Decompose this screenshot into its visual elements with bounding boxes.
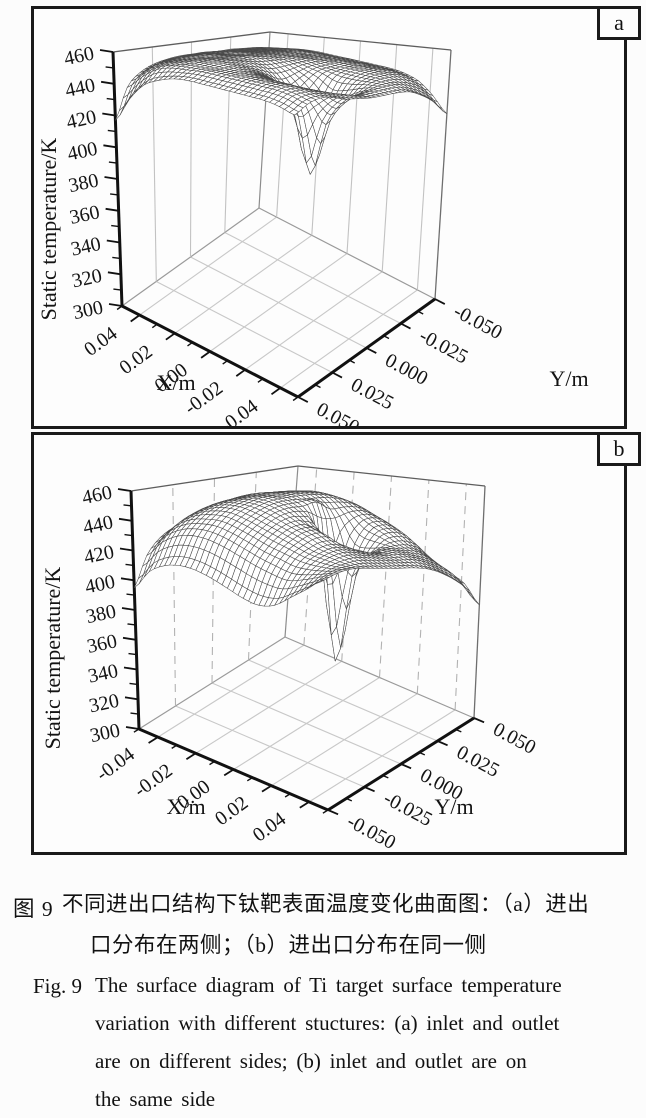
svg-text:Static temperature/K: Static temperature/K [36, 138, 61, 321]
svg-text:420: 420 [82, 541, 116, 569]
caption-en-line: variation with different stuctures: (a) … [95, 1011, 560, 1035]
svg-text:340: 340 [69, 233, 103, 261]
svg-text:0.025: 0.025 [347, 374, 397, 415]
svg-text:380: 380 [67, 169, 101, 197]
svg-text:Y/m: Y/m [549, 366, 588, 391]
svg-text:360: 360 [85, 630, 119, 658]
caption-en-line: are on different sides; (b) inlet and ou… [95, 1049, 527, 1073]
svg-text:X/m: X/m [156, 370, 195, 395]
svg-text:440: 440 [81, 511, 115, 539]
svg-text:X/m: X/m [166, 794, 205, 819]
caption-en-line: the same side [95, 1087, 216, 1111]
svg-text:300: 300 [88, 719, 122, 747]
svg-text:-0.04: -0.04 [92, 743, 139, 785]
svg-text:0.04: 0.04 [80, 322, 121, 360]
svg-text:-0.025: -0.025 [416, 325, 472, 369]
surface-plot-panel-a: 300 320 340 360 380 400 420 440 460 0.04 0.02 0.00-… [31, 6, 641, 429]
svg-text:-0.050: -0.050 [450, 300, 506, 344]
svg-text:0.000: 0.000 [381, 349, 431, 390]
svg-text:380: 380 [84, 600, 118, 628]
svg-text:0.04: 0.04 [249, 808, 290, 846]
svg-text:Y/m: Y/m [434, 794, 473, 819]
svg-text:320: 320 [87, 690, 121, 718]
svg-text:0.02: 0.02 [115, 341, 156, 379]
caption-en-line: The surface diagram of Ti target surface… [95, 973, 562, 997]
svg-text:460: 460 [62, 42, 96, 70]
svg-text:-0.04: -0.04 [216, 395, 263, 426]
panel-label-a: a [614, 10, 624, 35]
figure-caption: 图 9 不同进出口结构下钛靶表面温度变化曲面图：（a）进出 口分布在两侧；（b）… [0, 884, 646, 1118]
svg-text:460: 460 [80, 481, 114, 509]
svg-text:0.025: 0.025 [453, 741, 503, 782]
svg-text:300: 300 [71, 296, 105, 324]
svg-text:320: 320 [70, 265, 104, 293]
svg-text:360: 360 [68, 201, 102, 229]
svg-text:340: 340 [86, 660, 120, 688]
svg-text:Static temperature/K: Static temperature/K [40, 567, 65, 750]
caption-zh-line: 不同进出口结构下钛靶表面温度变化曲面图：（a）进出 [62, 892, 590, 916]
svg-text:0.050: 0.050 [489, 718, 539, 759]
svg-text:0.02: 0.02 [211, 792, 252, 830]
panel-label-box-b: b [597, 432, 641, 466]
caption-zh-number: 图 9 [13, 897, 54, 921]
panel-label-box-a: a [597, 6, 641, 40]
svg-text:0.050: 0.050 [313, 398, 363, 426]
svg-text:400: 400 [83, 571, 117, 599]
svg-text:440: 440 [63, 74, 97, 102]
svg-text:-0.050: -0.050 [343, 810, 399, 852]
caption-en-number: Fig. 9 [33, 974, 83, 998]
panel-label-b: b [613, 436, 625, 461]
caption-zh-line: 口分布在两侧；（b）进出口分布在同一侧 [90, 933, 487, 957]
svg-text:-0.025: -0.025 [380, 787, 436, 831]
surface-plot-panel-b: 300 320 340 360 380 400 420 440 460 -0.04 -0.02 0.0… [31, 432, 641, 855]
svg-text:420: 420 [64, 106, 98, 134]
svg-text:400: 400 [66, 138, 100, 166]
